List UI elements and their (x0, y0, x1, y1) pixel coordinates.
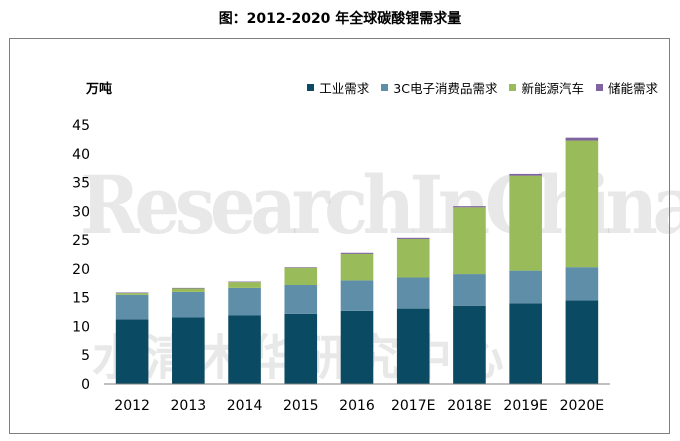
y-tick-label: 35 (72, 176, 90, 192)
bar-segment (453, 206, 486, 208)
bar-segment (284, 267, 318, 286)
x-tick-label: 2013 (171, 398, 207, 414)
x-tick-label: 2015 (283, 398, 319, 414)
y-tick-label: 30 (72, 204, 90, 220)
legend-swatch (509, 84, 517, 91)
x-tick-label: 2019E (503, 398, 547, 414)
legend-label: 工业需求 (319, 81, 370, 96)
x-tick-label: 2014 (227, 398, 263, 414)
y-tick-label: 25 (72, 233, 90, 249)
bar-segment (284, 267, 318, 268)
legend-item: 储能需求 (595, 78, 658, 97)
x-tick-label: 2017E (391, 398, 435, 414)
bar-segment (453, 207, 486, 275)
legend-swatch (381, 84, 389, 91)
bar-segment (509, 173, 542, 176)
bar-segment (228, 315, 261, 384)
bar-segment (396, 308, 430, 384)
legend-item: 3C电子消费品需求 (381, 78, 497, 97)
y-tick-label: 40 (72, 147, 90, 163)
x-tick-label: 2018E (447, 398, 491, 414)
y-tick-label: 15 (72, 291, 90, 307)
legend-swatch (307, 84, 315, 91)
bar-segment (228, 287, 261, 316)
legend-item: 工业需求 (307, 78, 369, 97)
bar-segment (509, 303, 542, 384)
y-tick-label: 10 (72, 319, 90, 335)
bar-segment (115, 293, 149, 295)
bar-segment (172, 287, 205, 289)
legend-label: 储能需求 (607, 81, 658, 96)
y-tick-label: 0 (81, 377, 90, 393)
bar-segment (565, 300, 599, 384)
legend-swatch (595, 84, 603, 91)
bar-segment (115, 294, 149, 320)
legend-label: 3C电子消费品需求 (393, 81, 498, 96)
legend-item: 新能源汽车 (509, 78, 584, 97)
bar-segment (340, 252, 374, 254)
bar-segment (453, 274, 486, 306)
bar-segment (509, 175, 542, 271)
bar-segment (284, 285, 318, 314)
bar-segment (228, 282, 261, 288)
bar-segment (396, 237, 430, 239)
bar-segment (340, 280, 374, 311)
bar-segment (340, 310, 374, 384)
y-axis-unit-label: 万吨 (86, 82, 113, 97)
chart-title: 图：2012-2020 年全球碳酸锂需求量 (218, 11, 462, 27)
chart-frame (9, 38, 670, 434)
bar-segment (509, 270, 542, 304)
bar-segment (396, 238, 430, 278)
bar-segment (172, 291, 205, 318)
bar-segment (284, 313, 318, 384)
bar-segment (396, 277, 430, 309)
bar-segment (172, 317, 205, 384)
y-tick-label: 5 (81, 348, 90, 364)
y-tick-label: 20 (72, 262, 90, 278)
bar-segment (115, 319, 149, 384)
legend: 工业需求 3C电子消费品需求 新能源汽车 储能需求 (307, 78, 658, 97)
x-tick-label: 2020E (560, 398, 604, 414)
bar-segment (565, 137, 599, 141)
bar-segment (565, 267, 599, 301)
bar-segment (228, 281, 261, 283)
legend-label: 新能源汽车 (521, 81, 584, 96)
bar-segment (340, 253, 374, 281)
y-tick-label: 45 (72, 118, 90, 134)
bar-segment (172, 288, 205, 292)
x-tick-label: 2012 (114, 398, 150, 414)
bar-segment (453, 305, 486, 384)
bar-segment (115, 292, 149, 294)
x-tick-label: 2016 (339, 398, 375, 414)
bar-segment (565, 140, 599, 268)
